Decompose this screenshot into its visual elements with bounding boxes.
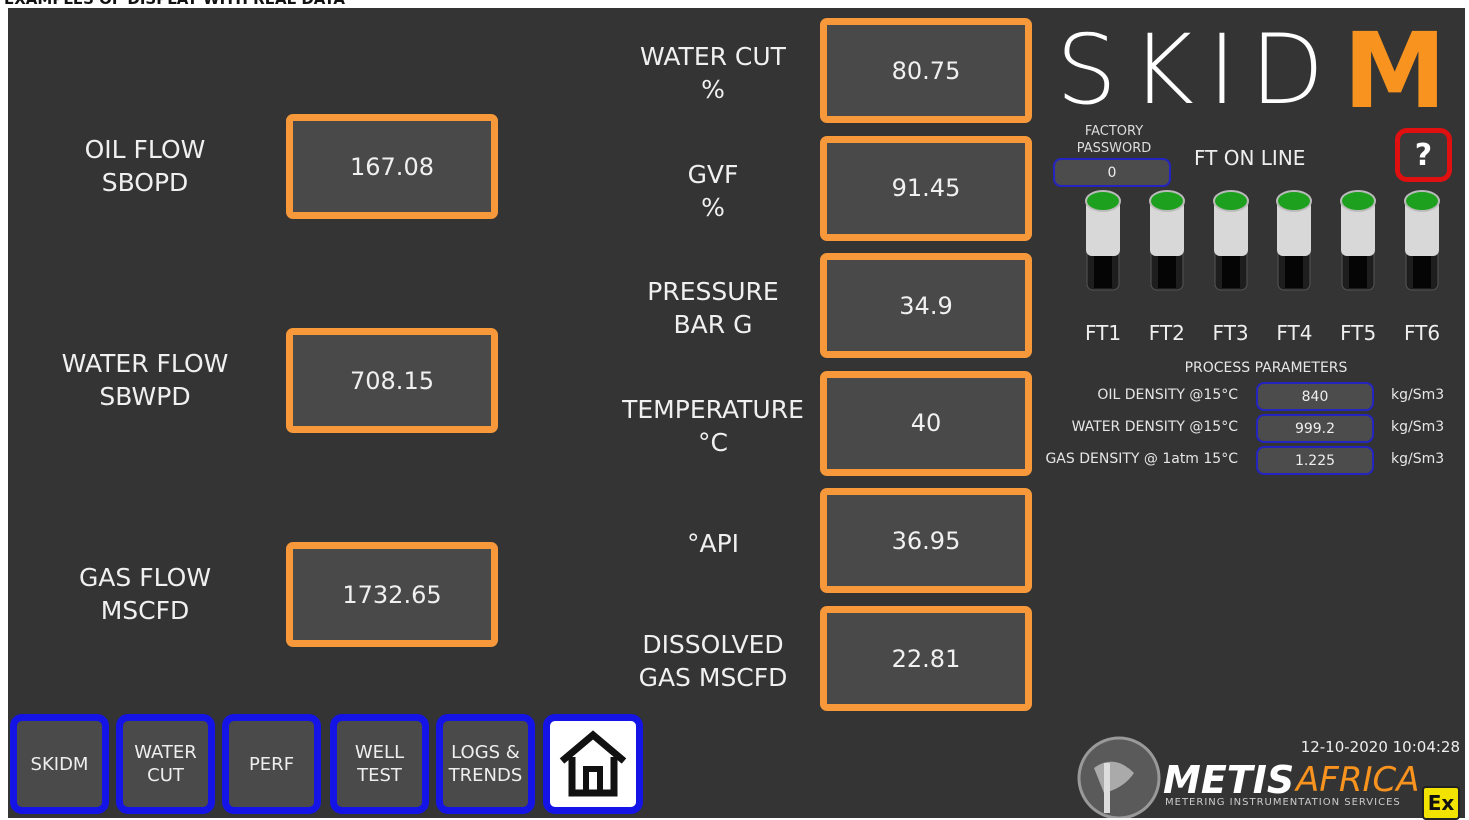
nav-button[interactable]: WATER CUT	[116, 714, 215, 814]
home-icon	[559, 730, 627, 797]
help-button[interactable]: ?	[1395, 128, 1452, 182]
flow-label-line: WATER FLOW	[61, 349, 229, 378]
process-label: GVF%	[613, 158, 813, 224]
process-label: TEMPERATURE °C	[613, 393, 813, 459]
nav-button[interactable]: SKIDM	[10, 714, 109, 814]
flow-label: GAS FLOW MSCFD	[15, 561, 275, 627]
process-label-line: BAR G	[673, 310, 753, 340]
flow-label-line: MSCFD	[100, 596, 190, 625]
process-label-line: DISSOLVED	[642, 630, 784, 659]
flow-label-line: SBWPD	[99, 382, 191, 411]
process-label: DISSOLVED GAS MSCFD	[613, 628, 813, 694]
ft-toggle[interactable]	[1400, 188, 1444, 292]
ft-label: FT3	[1212, 321, 1249, 345]
process-value: 22.81	[820, 606, 1032, 711]
caption: EXAMPLES OF DISPLAY WITH REAL DATA	[4, 0, 345, 8]
flow-label: OIL FLOW SBOPD	[15, 133, 275, 199]
process-parameters-title: PROCESS PARAMETERS	[1184, 360, 1348, 376]
ft-toggle[interactable]	[1272, 188, 1316, 292]
process-label-line: TEMPERATURE	[622, 394, 804, 424]
nav-button-text: SKIDM	[30, 753, 89, 775]
parameter-input[interactable]: 999.2	[1256, 414, 1374, 443]
flow-value: 1732.65	[286, 542, 498, 647]
parameter-label: WATER DENSITY @15°C	[1071, 419, 1238, 435]
process-value: 36.95	[820, 488, 1032, 594]
nav-button[interactable]: PERF	[222, 714, 321, 814]
nav-button[interactable]: WELL TEST	[330, 714, 429, 814]
parameter-input[interactable]: 840	[1256, 382, 1374, 411]
process-value: 40	[820, 370, 1032, 476]
ft-label: FT5	[1340, 321, 1377, 345]
factory-password-line: PASSWORD	[1076, 141, 1152, 156]
process-value: 80.75	[820, 18, 1032, 123]
factory-password-input[interactable]: 0	[1053, 158, 1171, 187]
flow-value: 708.15	[286, 328, 498, 433]
factory-password-label: FACTORY PASSWORD	[1058, 123, 1170, 157]
parameter-unit: kg/Sm3	[1391, 451, 1445, 467]
logo-text: SKID	[1056, 14, 1339, 126]
nav-button[interactable]: LOGS & TRENDS	[436, 714, 535, 814]
flow-label-line: SBOPD	[101, 168, 189, 197]
ft-label: FT4	[1276, 321, 1313, 345]
process-label-line: %	[701, 75, 725, 104]
flow-value: 167.08	[286, 114, 498, 219]
nav-button-text: LOGS &	[451, 742, 520, 763]
ft-label: FT6	[1403, 321, 1441, 345]
process-label: °API	[613, 527, 813, 560]
tagline: METERING INSTRUMENTATION SERVICES	[1165, 797, 1401, 808]
nav-button-text: CUT	[147, 765, 184, 786]
ft-label: FT1	[1084, 321, 1122, 345]
nav-button-text: TEST	[357, 765, 402, 786]
process-label-line: %	[701, 192, 725, 222]
nav-button-text: WELL	[354, 742, 405, 763]
nav-button-text: WATER	[134, 742, 197, 763]
process-label: WATER CUT%	[613, 40, 813, 106]
flow-label-line: GAS FLOW	[78, 563, 212, 592]
parameter-unit: kg/Sm3	[1391, 419, 1445, 435]
metis-text: METIS	[1163, 758, 1295, 802]
ex-badge: Ex	[1422, 786, 1460, 820]
process-label: PRESSURE BAR G	[613, 275, 813, 341]
process-label-line: WATER CUT	[640, 42, 786, 71]
ft-toggle[interactable]	[1081, 188, 1125, 292]
nav-button-text: TRENDS	[448, 765, 523, 786]
ft-toggle[interactable]	[1145, 188, 1189, 292]
globe-logo	[1077, 736, 1161, 818]
nav-button-text: PERF	[248, 753, 295, 775]
timestamp: 12-10-2020 10:04:28	[1300, 738, 1460, 756]
process-label-line: GAS MSCFD	[638, 663, 788, 692]
ft-online-title: FT ON LINE	[1194, 146, 1306, 170]
logo-accent: M	[1343, 10, 1447, 132]
parameter-unit: kg/Sm3	[1391, 387, 1445, 403]
ft-toggle[interactable]	[1209, 188, 1253, 292]
africa-text: AFRICA	[1296, 760, 1420, 800]
parameter-label: OIL DENSITY @15°C	[1097, 387, 1238, 403]
parameter-label: GAS DENSITY @ 1atm 15°C	[1045, 451, 1238, 467]
home-button[interactable]	[543, 714, 643, 814]
process-label-line: GVF	[687, 159, 739, 189]
process-label-line: °C	[698, 427, 728, 457]
process-value: 91.45	[820, 135, 1032, 241]
ft-toggle[interactable]	[1336, 188, 1380, 292]
factory-password-line: FACTORY	[1084, 124, 1144, 139]
ft-label: FT2	[1148, 321, 1185, 345]
flow-label-line: OIL FLOW	[84, 135, 206, 164]
process-value: 34.9	[820, 253, 1032, 359]
process-label-line: PRESSURE	[647, 277, 779, 307]
parameter-input[interactable]: 1.225	[1256, 446, 1374, 475]
process-label-line: °API	[686, 528, 740, 558]
flow-label: WATER FLOW SBWPD	[15, 347, 275, 413]
hmi-screen: SKID M ? FT ON LINE PROCESS PARAMETERS 1…	[8, 8, 1465, 820]
